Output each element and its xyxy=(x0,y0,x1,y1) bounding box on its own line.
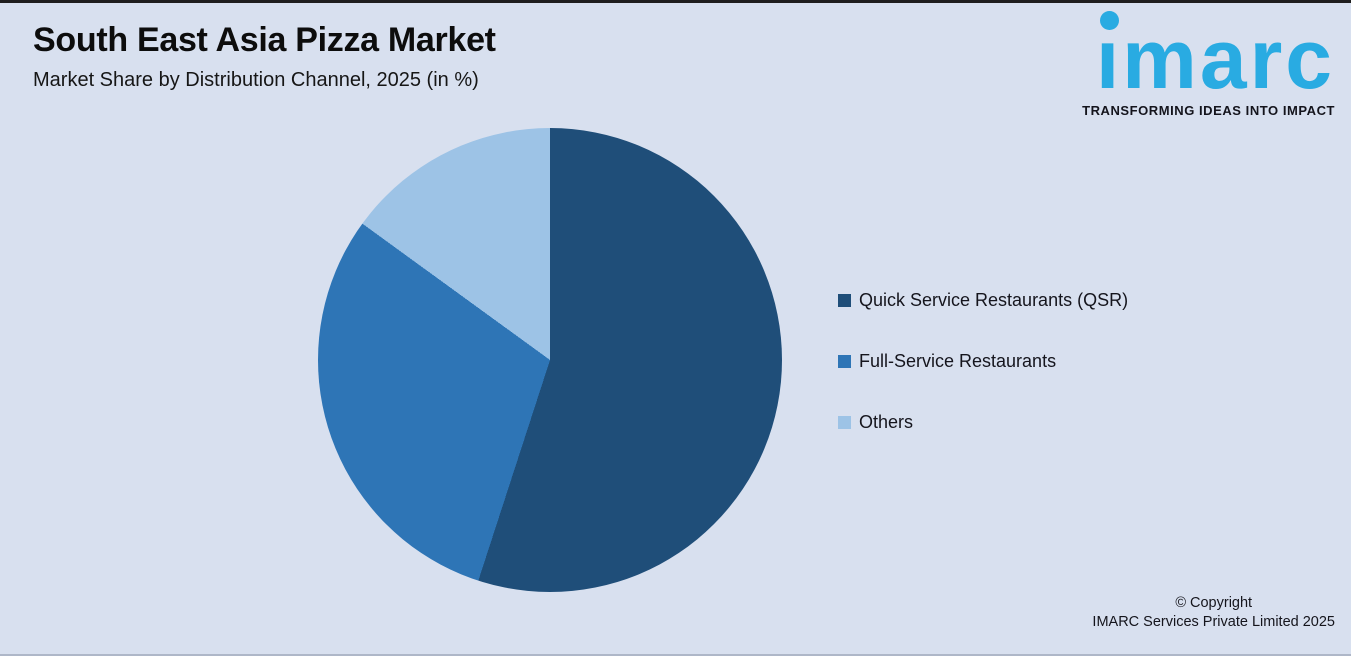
legend-item-qsr: Quick Service Restaurants (QSR) xyxy=(838,290,1128,311)
imarc-tagline: TRANSFORMING IDEAS INTO IMPACT xyxy=(1082,103,1335,118)
chart-header: South East Asia Pizza Market Market Shar… xyxy=(33,21,496,92)
imarc-i-dot-icon xyxy=(1099,11,1119,30)
legend-swatch-full-service xyxy=(838,355,851,368)
page-subtitle: Market Share by Distribution Channel, 20… xyxy=(33,69,479,91)
imarc-wordmark-wrap: ımarc xyxy=(1096,9,1335,101)
chart-legend: Quick Service Restaurants (QSR) Full-Ser… xyxy=(838,290,1128,433)
legend-label: Others xyxy=(859,412,914,432)
legend-swatch-qsr xyxy=(838,294,851,307)
page-title: South East Asia Pizza Market xyxy=(33,21,496,59)
legend-swatch-others xyxy=(838,416,851,429)
imarc-wordmark: ımarc xyxy=(1095,12,1335,106)
legend-item-full-service: Full-Service Restaurants xyxy=(838,351,1128,372)
copyright-notice: © Copyright IMARC Services Private Limit… xyxy=(1092,594,1335,632)
copyright-line1: © Copyright xyxy=(1175,595,1253,611)
copyright-line2: IMARC Services Private Limited 2025 xyxy=(1092,614,1335,630)
legend-label: Quick Service Restaurants (QSR) xyxy=(859,290,1129,310)
pie-chart xyxy=(318,128,782,592)
legend-label: Full-Service Restaurants xyxy=(859,351,1057,371)
imarc-logo: ımarc TRANSFORMING IDEAS INTO IMPACT xyxy=(1082,9,1335,118)
legend-item-others: Others xyxy=(838,412,1128,433)
